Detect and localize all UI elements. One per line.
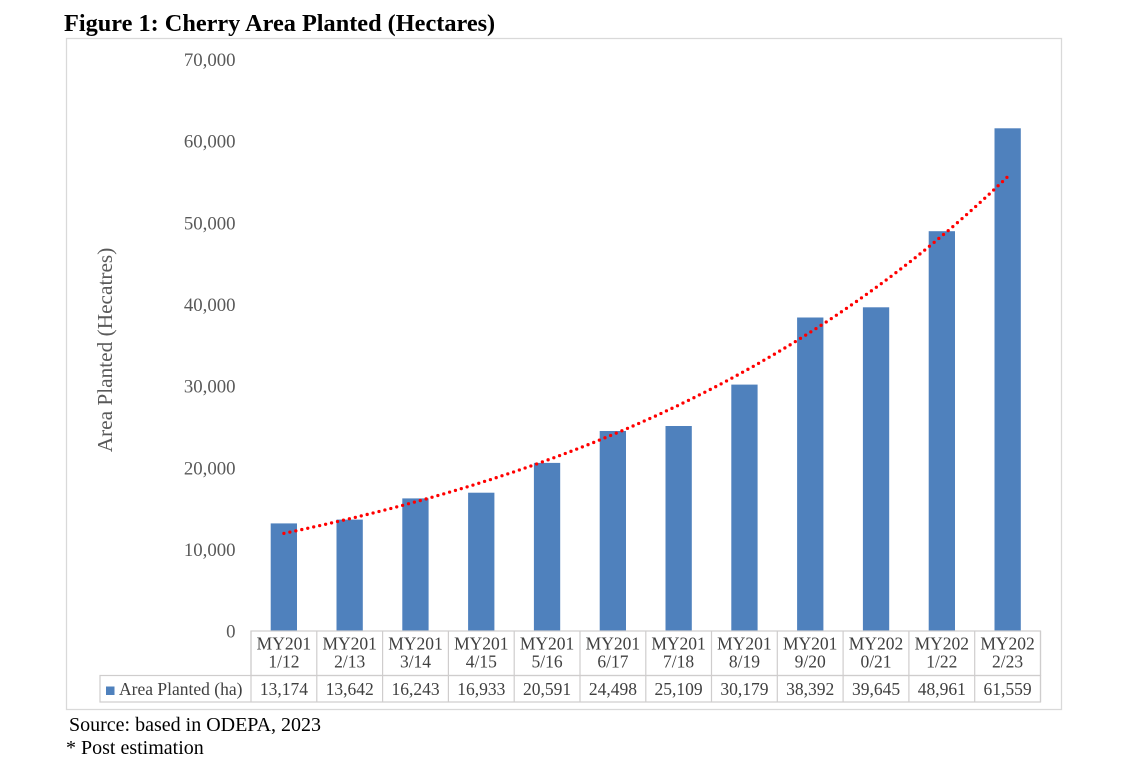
svg-text:MY201: MY201: [322, 634, 376, 654]
svg-text:MY202: MY202: [849, 634, 903, 654]
svg-text:39,645: 39,645: [852, 679, 900, 699]
svg-text:2/23: 2/23: [992, 652, 1023, 672]
svg-text:MY201: MY201: [257, 634, 311, 654]
svg-text:20,000: 20,000: [184, 458, 236, 479]
svg-text:6/17: 6/17: [597, 652, 628, 672]
svg-text:24,498: 24,498: [589, 679, 637, 699]
svg-text:Area Planted (ha): Area Planted (ha): [119, 679, 243, 699]
svg-text:38,392: 38,392: [786, 679, 834, 699]
svg-text:50,000: 50,000: [184, 213, 236, 234]
svg-text:MY201: MY201: [454, 634, 508, 654]
svg-text:20,591: 20,591: [523, 679, 571, 699]
svg-text:48,961: 48,961: [918, 679, 966, 699]
svg-text:60,000: 60,000: [184, 132, 236, 153]
svg-text:MY202: MY202: [980, 634, 1034, 654]
svg-text:1/12: 1/12: [268, 652, 299, 672]
svg-text:25,109: 25,109: [655, 679, 703, 699]
svg-text:16,933: 16,933: [457, 679, 505, 699]
svg-text:MY201: MY201: [520, 634, 574, 654]
svg-text:30,000: 30,000: [184, 377, 236, 398]
svg-text:40,000: 40,000: [184, 295, 236, 316]
svg-text:8/19: 8/19: [729, 652, 760, 672]
svg-text:9/20: 9/20: [795, 652, 826, 672]
svg-text:MY201: MY201: [783, 634, 837, 654]
svg-text:10,000: 10,000: [184, 540, 236, 561]
svg-text:70,000: 70,000: [184, 50, 236, 71]
svg-text:0: 0: [226, 622, 235, 643]
svg-text:3/14: 3/14: [400, 652, 431, 672]
svg-text:30,179: 30,179: [720, 679, 768, 699]
svg-text:MY202: MY202: [915, 634, 969, 654]
svg-text:MY201: MY201: [717, 634, 771, 654]
svg-text:13,642: 13,642: [326, 679, 374, 699]
svg-text:0/21: 0/21: [860, 652, 891, 672]
svg-text:MY201: MY201: [586, 634, 640, 654]
svg-text:MY201: MY201: [388, 634, 442, 654]
svg-text:4/15: 4/15: [466, 652, 497, 672]
svg-text:61,559: 61,559: [984, 679, 1032, 699]
svg-text:1/22: 1/22: [926, 652, 957, 672]
svg-text:Area Planted (Hecatres): Area Planted (Hecatres): [93, 248, 117, 453]
svg-text:13,174: 13,174: [260, 679, 308, 699]
svg-text:2/13: 2/13: [334, 652, 365, 672]
svg-text:5/16: 5/16: [532, 652, 563, 672]
svg-text:7/18: 7/18: [663, 652, 694, 672]
svg-text:MY201: MY201: [651, 634, 705, 654]
svg-text:16,243: 16,243: [391, 679, 439, 699]
